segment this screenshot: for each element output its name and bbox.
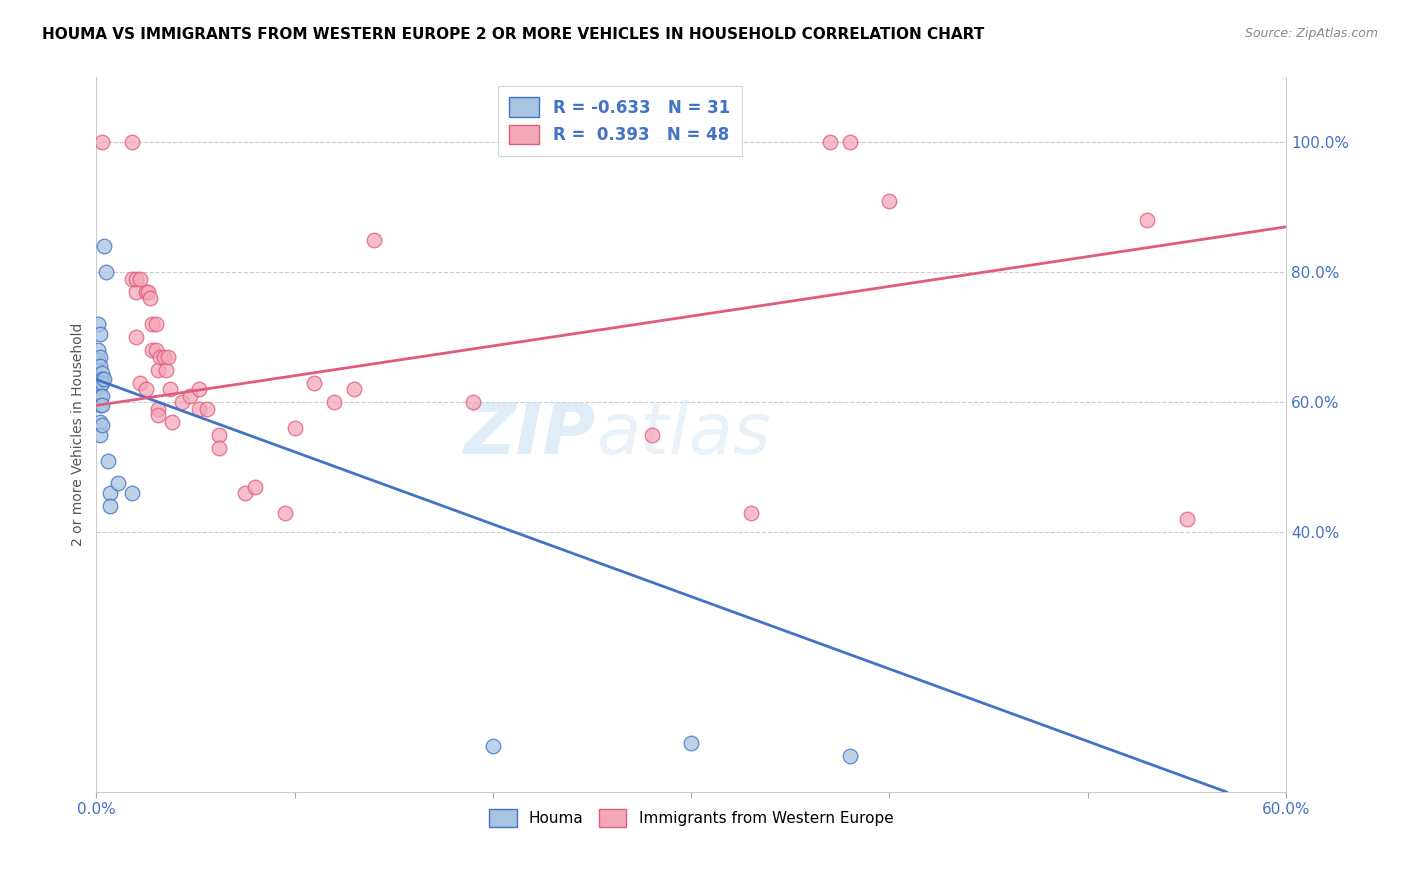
- Point: [98, 486, 121, 500]
- Point: [89, 379, 111, 393]
- Point: [89, 389, 111, 403]
- Point: [681, 736, 703, 750]
- Point: [1136, 213, 1159, 227]
- Point: [363, 233, 385, 247]
- Text: ZIP: ZIP: [464, 401, 596, 469]
- Point: [125, 285, 148, 299]
- Point: [284, 421, 307, 435]
- Point: [135, 382, 157, 396]
- Point: [139, 291, 162, 305]
- Point: [91, 389, 114, 403]
- Point: [838, 136, 860, 150]
- Point: [145, 318, 167, 332]
- Point: [195, 401, 218, 416]
- Point: [87, 343, 110, 358]
- Point: [208, 441, 231, 455]
- Point: [304, 376, 326, 390]
- Text: HOUMA VS IMMIGRANTS FROM WESTERN EUROPE 2 OR MORE VEHICLES IN HOUSEHOLD CORRELAT: HOUMA VS IMMIGRANTS FROM WESTERN EUROPE …: [42, 27, 984, 42]
- Point: [740, 506, 762, 520]
- Text: atlas: atlas: [596, 401, 770, 469]
- Point: [121, 272, 143, 286]
- Point: [141, 318, 163, 332]
- Point: [107, 476, 129, 491]
- Point: [1175, 512, 1198, 526]
- Point: [91, 366, 114, 380]
- Point: [243, 480, 266, 494]
- Point: [89, 415, 111, 429]
- Point: [160, 415, 183, 429]
- Text: Source: ZipAtlas.com: Source: ZipAtlas.com: [1244, 27, 1378, 40]
- Point: [89, 372, 111, 386]
- Point: [121, 136, 143, 150]
- Point: [89, 350, 111, 364]
- Point: [179, 389, 201, 403]
- Point: [461, 395, 484, 409]
- Point: [273, 506, 295, 520]
- Point: [482, 739, 505, 754]
- Point: [89, 399, 111, 413]
- Point: [93, 239, 115, 253]
- Point: [136, 285, 159, 299]
- Point: [93, 372, 115, 386]
- Point: [125, 272, 148, 286]
- Point: [89, 359, 111, 374]
- Point: [91, 376, 114, 390]
- Point: [141, 343, 163, 358]
- Point: [146, 363, 169, 377]
- Point: [343, 382, 366, 396]
- Point: [91, 136, 114, 150]
- Point: [838, 749, 860, 764]
- Point: [129, 376, 152, 390]
- Y-axis label: 2 or more Vehicles in Household: 2 or more Vehicles in Household: [72, 323, 86, 547]
- Point: [159, 382, 181, 396]
- Point: [188, 401, 211, 416]
- Point: [87, 353, 110, 368]
- Point: [86, 372, 108, 386]
- Point: [129, 272, 152, 286]
- Point: [91, 399, 114, 413]
- Point: [149, 350, 172, 364]
- Point: [323, 395, 346, 409]
- Point: [156, 350, 179, 364]
- Point: [208, 427, 231, 442]
- Point: [97, 453, 120, 467]
- Point: [89, 427, 111, 442]
- Point: [155, 363, 177, 377]
- Point: [146, 408, 169, 422]
- Point: [170, 395, 193, 409]
- Point: [86, 382, 108, 396]
- Point: [98, 499, 121, 513]
- Point: [91, 417, 114, 432]
- Point: [818, 136, 841, 150]
- Point: [125, 330, 148, 344]
- Point: [152, 350, 174, 364]
- Point: [233, 486, 256, 500]
- Point: [640, 427, 662, 442]
- Point: [87, 318, 110, 332]
- Point: [879, 194, 901, 208]
- Legend: Houma, Immigrants from Western Europe: Houma, Immigrants from Western Europe: [481, 801, 901, 834]
- Point: [121, 486, 143, 500]
- Point: [188, 382, 211, 396]
- Point: [96, 265, 118, 279]
- Point: [145, 343, 167, 358]
- Point: [91, 372, 114, 386]
- Point: [146, 401, 169, 416]
- Point: [89, 326, 111, 341]
- Point: [135, 285, 157, 299]
